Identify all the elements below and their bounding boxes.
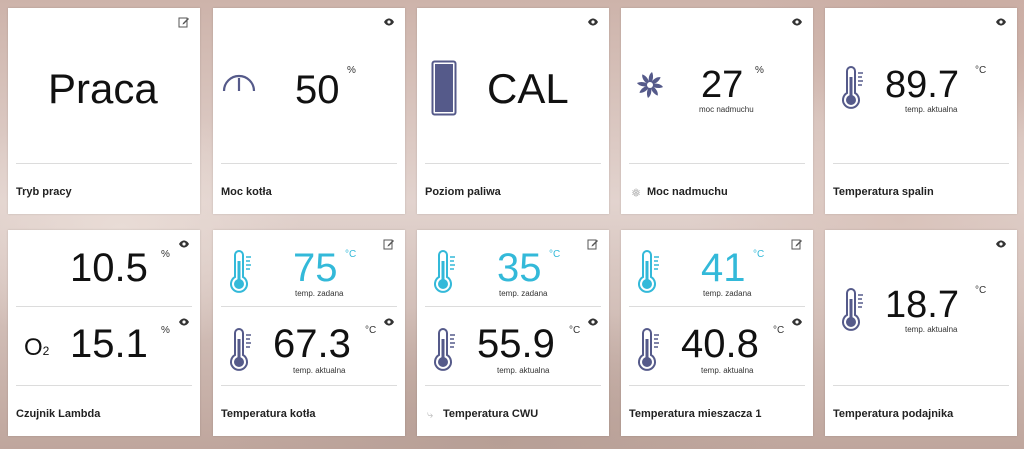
divider — [833, 385, 1009, 386]
thermometer-icon — [841, 66, 865, 112]
lambda-bottom-value: 15.1 — [70, 322, 148, 366]
edit-icon[interactable] — [383, 238, 395, 250]
mieszacz-act-unit: °C — [773, 325, 785, 336]
tile-label: Moc kotła — [221, 186, 272, 198]
mieszacz-set-unit: °C — [753, 249, 765, 260]
lambda-top-unit: % — [161, 249, 170, 260]
cwu-act-value: 55.9 — [477, 322, 555, 366]
tile-moc-kotla[interactable]: 50 % Moc kotła — [213, 8, 405, 214]
mieszacz-set-value: 41 — [701, 246, 746, 290]
divider — [425, 306, 601, 307]
tile-temperatura-spalin[interactable]: 89.7 °C temp. aktualna Temperatura spali… — [825, 8, 1017, 214]
thermometer-icon — [841, 288, 865, 334]
eye-icon[interactable] — [178, 238, 190, 250]
kotla-set-unit: °C — [345, 249, 357, 260]
kotla-set-sub: temp. zadana — [295, 289, 344, 298]
tile-label: Temperatura podajnika — [833, 408, 954, 420]
eye-icon[interactable] — [587, 316, 599, 328]
mieszacz-act-sub: temp. aktualna — [701, 366, 754, 375]
moc-unit: % — [347, 65, 356, 76]
gauge-icon — [222, 74, 256, 92]
divider — [221, 385, 397, 386]
tile-label: Czujnik Lambda — [16, 408, 101, 420]
tile-temperatura-podajnika[interactable]: 18.7 °C temp. aktualna Temperatura podaj… — [825, 230, 1017, 436]
tile-czujnik-lambda[interactable]: 10.5 % O2 15.1 % Czujnik Lambda — [8, 230, 200, 436]
divider — [425, 385, 601, 386]
spaliny-value: 89.7 — [885, 64, 959, 106]
tile-tryb-pracy[interactable]: Praca Tryb pracy — [8, 8, 200, 214]
tile-label: Temperatura mieszacza 1 — [629, 408, 762, 420]
eye-icon[interactable] — [383, 316, 395, 328]
tile-moc-nadmuchu[interactable]: 27 % moc nadmuchu ❅ Moc nadmuchu — [621, 8, 813, 214]
kotla-act-value: 67.3 — [273, 322, 351, 366]
cwu-set-sub: temp. zadana — [499, 289, 548, 298]
tile-label: Temperatura kotła — [221, 408, 316, 420]
tile-poziom-paliwa[interactable]: CAL Poziom paliwa — [417, 8, 609, 214]
thermometer-set-icon — [433, 250, 457, 296]
tryb-value: Praca — [48, 65, 158, 112]
kotla-set-value: 75 — [293, 246, 338, 290]
tile-temperatura-cwu[interactable]: 35 °C temp. zadana 55.9 °C temp. aktualn… — [417, 230, 609, 436]
cwu-act-sub: temp. aktualna — [497, 366, 550, 375]
mieszacz-act-value: 40.8 — [681, 322, 759, 366]
mieszacz-set-sub: temp. zadana — [703, 289, 752, 298]
tile-label: Moc nadmuchu — [647, 186, 728, 198]
divider — [16, 306, 192, 307]
cwu-act-unit: °C — [569, 325, 581, 336]
tile-label: Tryb pracy — [16, 186, 72, 198]
spaliny-unit: °C — [975, 65, 987, 76]
thermometer-icon — [433, 328, 457, 374]
divider — [629, 306, 805, 307]
thermometer-set-icon — [637, 250, 661, 296]
divider — [221, 306, 397, 307]
tile-label: Poziom paliwa — [425, 186, 501, 198]
thermometer-set-icon — [229, 250, 253, 296]
lambda-bottom-unit: % — [161, 325, 170, 336]
edit-icon[interactable] — [587, 238, 599, 250]
podajnik-sub: temp. aktualna — [905, 325, 958, 334]
divider — [221, 163, 397, 164]
nadmuch-value: 27 — [701, 64, 744, 106]
divider — [629, 163, 805, 164]
eye-icon[interactable] — [383, 16, 395, 28]
nadmuch-sub: moc nadmuchu — [699, 105, 754, 114]
podajnik-unit: °C — [975, 285, 987, 296]
divider — [425, 163, 601, 164]
edit-icon[interactable] — [178, 16, 190, 28]
eye-icon[interactable] — [791, 16, 803, 28]
podajnik-value: 18.7 — [885, 284, 959, 326]
edit-icon[interactable] — [791, 238, 803, 250]
eye-icon[interactable] — [995, 238, 1007, 250]
kotla-act-sub: temp. aktualna — [293, 366, 346, 375]
divider — [629, 385, 805, 386]
divider — [16, 385, 192, 386]
nadmuch-unit: % — [755, 65, 764, 76]
spaliny-sub: temp. aktualna — [905, 105, 958, 114]
fuel-level-icon — [431, 60, 457, 116]
eye-icon[interactable] — [178, 316, 190, 328]
cwu-set-value: 35 — [497, 246, 542, 290]
eye-icon[interactable] — [995, 16, 1007, 28]
tile-temperatura-mieszacza[interactable]: 41 °C temp. zadana 40.8 °C temp. aktualn… — [621, 230, 813, 436]
lambda-top-value: 10.5 — [70, 246, 148, 290]
cwu-set-unit: °C — [549, 249, 561, 260]
tile-label: Temperatura spalin — [833, 186, 934, 198]
fan-small-icon: ❅ — [631, 186, 642, 200]
eye-icon[interactable] — [791, 316, 803, 328]
paliwo-value: CAL — [487, 65, 569, 112]
moc-value: 50 — [295, 68, 340, 112]
o2-icon: O2 — [24, 334, 50, 361]
divider — [16, 163, 192, 164]
thermometer-icon — [637, 328, 661, 374]
tile-label: Temperatura CWU — [443, 408, 539, 420]
tile-temperatura-kotla[interactable]: 75 °C temp. zadana 67.3 °C temp. aktualn… — [213, 230, 405, 436]
tap-icon: ⤷ — [427, 409, 434, 421]
thermometer-icon — [229, 328, 253, 374]
eye-icon[interactable] — [587, 16, 599, 28]
kotla-act-unit: °C — [365, 325, 377, 336]
divider — [833, 163, 1009, 164]
fan-icon — [637, 72, 663, 98]
